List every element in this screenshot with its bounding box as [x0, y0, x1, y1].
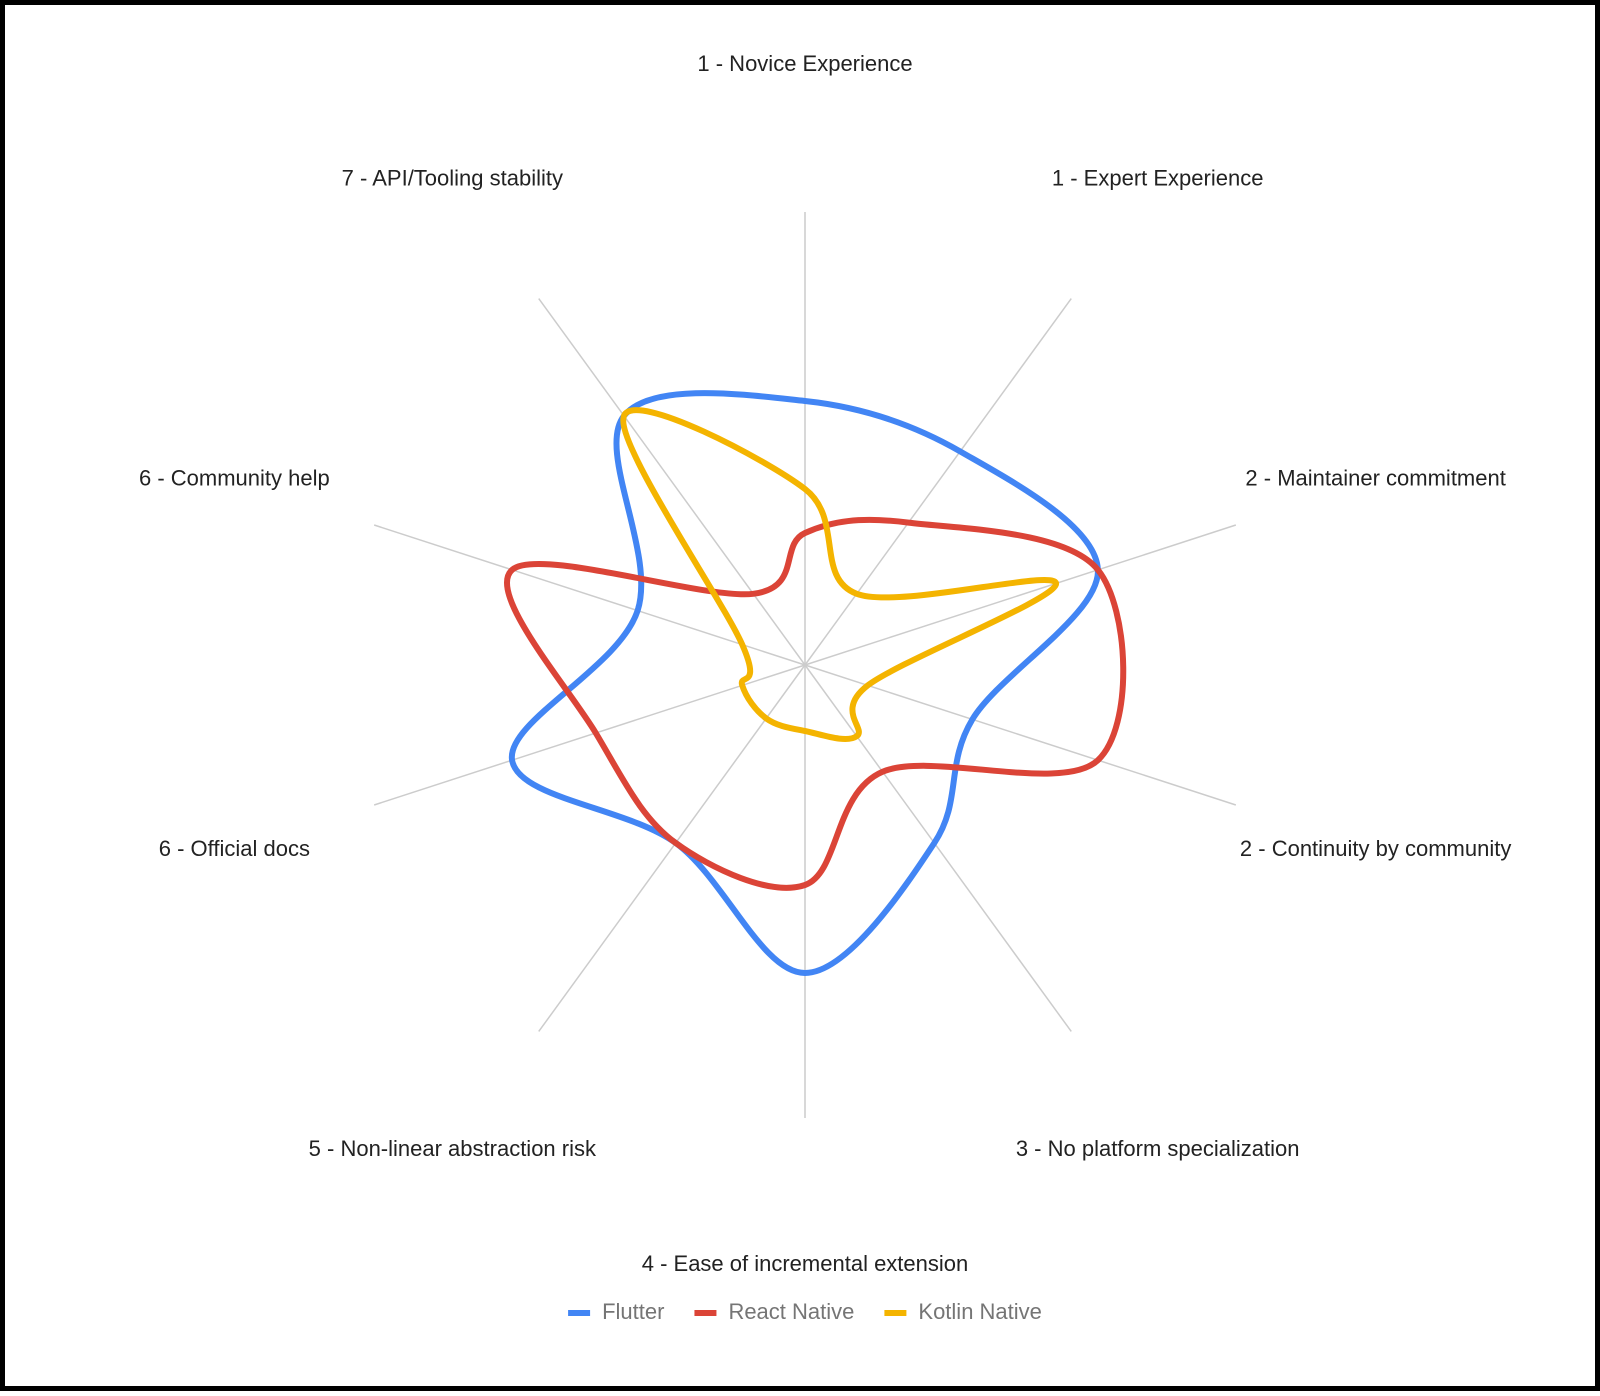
- legend: Flutter React Native Kotlin Native: [568, 1299, 1042, 1324]
- grid-spoke: [804, 664, 1072, 1032]
- series-line-react-native: [504, 516, 1127, 891]
- series-layer: [504, 390, 1127, 976]
- legend-label: Flutter: [602, 1299, 664, 1324]
- grid-spoke: [804, 524, 1237, 666]
- grid-spoke: [538, 664, 806, 1032]
- axis-label: 1 - Novice Experience: [697, 51, 912, 76]
- series-line-kotlin-native: [620, 407, 1060, 742]
- axis-label: 1 - Expert Experience: [1052, 165, 1264, 190]
- legend-item-flutter[interactable]: Flutter: [568, 1299, 664, 1324]
- grid-spoke: [373, 524, 806, 666]
- axis-label: 7 - API/Tooling stability: [342, 165, 563, 190]
- grid-spoke: [373, 664, 806, 806]
- axis-label: 2 - Continuity by community: [1240, 836, 1511, 861]
- grid-spoke: [804, 664, 1237, 806]
- legend-item-kotlin-native[interactable]: Kotlin Native: [884, 1299, 1042, 1324]
- axis-label: 2 - Maintainer commitment: [1245, 465, 1505, 490]
- axis-label: 4 - Ease of incremental extension: [642, 1251, 969, 1276]
- axis-label: 6 - Official docs: [159, 836, 310, 861]
- grid-spoke: [538, 298, 806, 666]
- grid-spoke: [804, 298, 1072, 666]
- axis-label: 5 - Non-linear abstraction risk: [309, 1136, 597, 1161]
- axis-label: 3 - No platform specialization: [1016, 1136, 1300, 1161]
- legend-label: React Native: [728, 1299, 854, 1324]
- series-line-flutter: [509, 390, 1101, 976]
- legend-item-react-native[interactable]: React Native: [694, 1299, 854, 1324]
- legend-label: Kotlin Native: [918, 1299, 1042, 1324]
- grid-layer: [373, 212, 1237, 1118]
- radar-chart: 1 - Novice Experience 1 - Expert Experien…: [139, 51, 1511, 1324]
- axis-label: 6 - Community help: [139, 465, 330, 490]
- axis-labels: 1 - Novice Experience 1 - Expert Experien…: [139, 51, 1511, 1276]
